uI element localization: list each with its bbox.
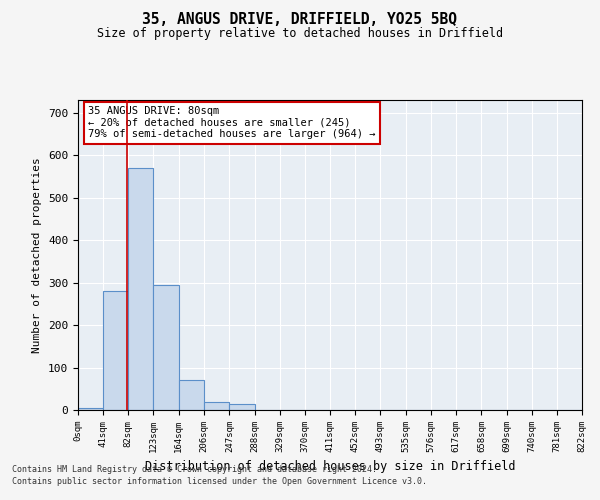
Bar bbox=[78, 408, 103, 410]
Bar bbox=[205, 402, 229, 410]
Text: 35, ANGUS DRIVE, DRIFFIELD, YO25 5BQ: 35, ANGUS DRIVE, DRIFFIELD, YO25 5BQ bbox=[143, 12, 458, 28]
Text: 35 ANGUS DRIVE: 80sqm
← 20% of detached houses are smaller (245)
79% of semi-det: 35 ANGUS DRIVE: 80sqm ← 20% of detached … bbox=[88, 106, 376, 140]
Y-axis label: Number of detached properties: Number of detached properties bbox=[32, 157, 43, 353]
Bar bbox=[154, 284, 179, 410]
X-axis label: Distribution of detached houses by size in Driffield: Distribution of detached houses by size … bbox=[145, 460, 515, 473]
Bar bbox=[229, 404, 254, 410]
Text: Size of property relative to detached houses in Driffield: Size of property relative to detached ho… bbox=[97, 28, 503, 40]
Bar bbox=[179, 380, 205, 410]
Bar bbox=[103, 291, 128, 410]
Bar bbox=[128, 168, 154, 410]
Text: Contains HM Land Registry data © Crown copyright and database right 2024.: Contains HM Land Registry data © Crown c… bbox=[12, 466, 377, 474]
Text: Contains public sector information licensed under the Open Government Licence v3: Contains public sector information licen… bbox=[12, 477, 427, 486]
